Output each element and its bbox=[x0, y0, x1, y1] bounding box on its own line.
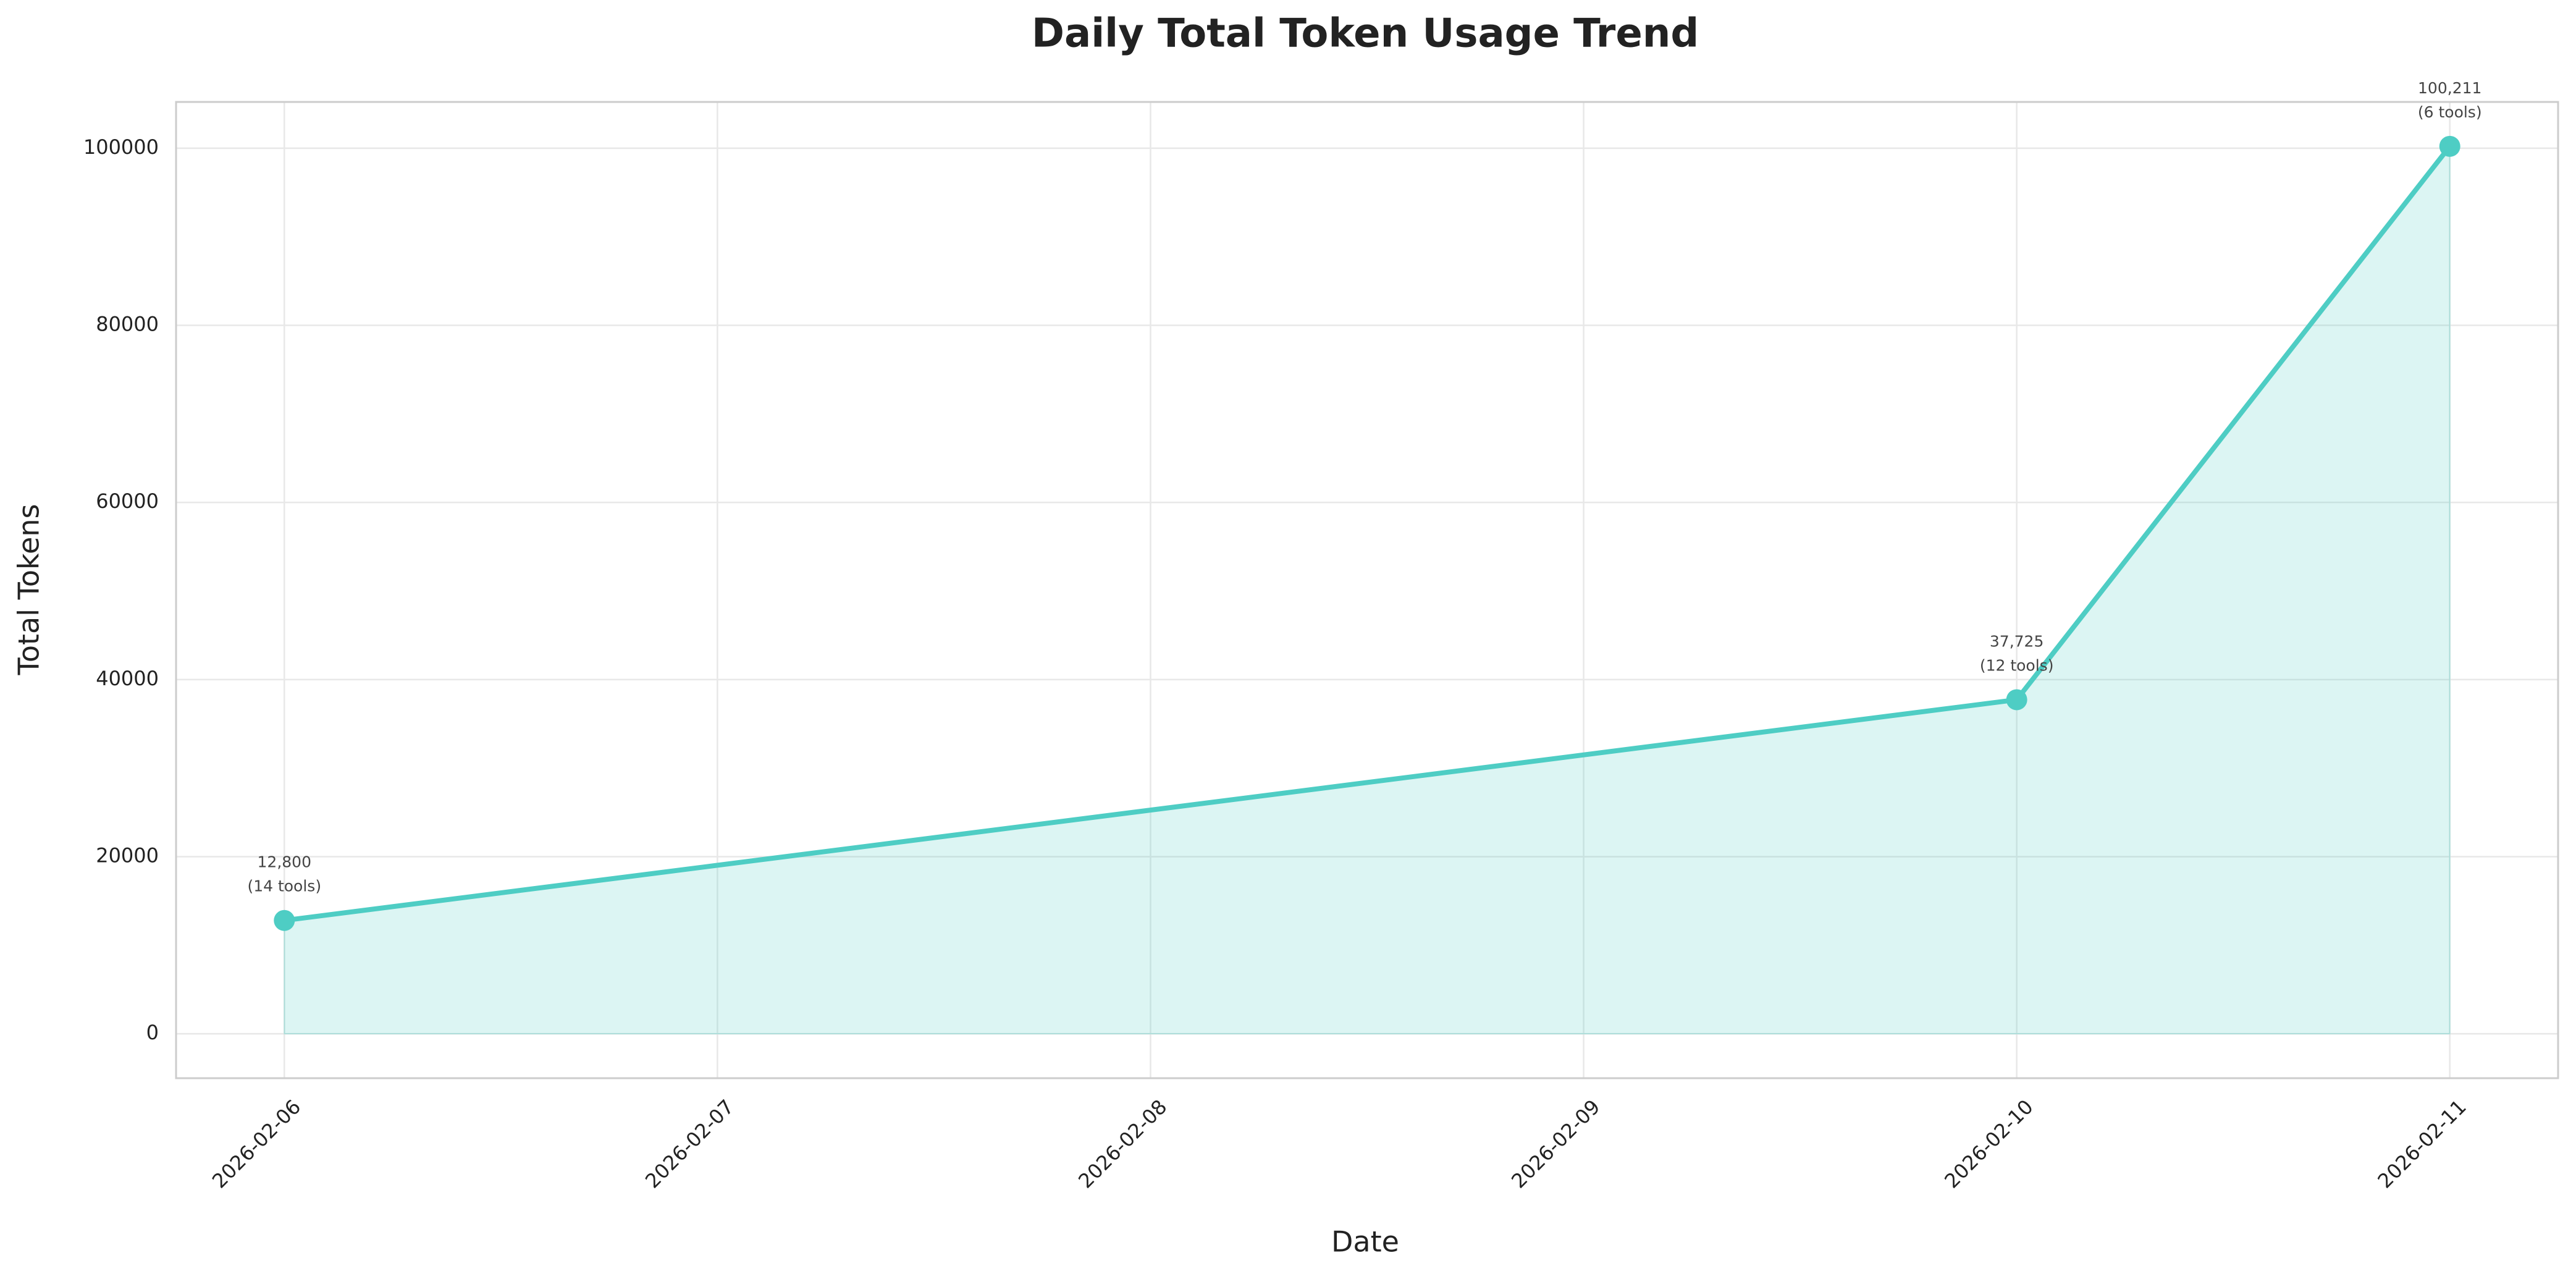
y-tick-label: 0 bbox=[146, 1021, 159, 1044]
tool-label: (6 tools) bbox=[2418, 103, 2482, 121]
tool-label: (12 tools) bbox=[1980, 656, 2054, 674]
plot-frame bbox=[175, 101, 2559, 1079]
y-axis-label: Total Tokens bbox=[12, 504, 46, 676]
chart-title: Daily Total Token Usage Trend bbox=[1032, 11, 1699, 57]
y-tick-label: 20000 bbox=[96, 844, 159, 867]
tool-label: (14 tools) bbox=[247, 877, 321, 895]
x-axis-label: Date bbox=[1331, 1225, 1399, 1259]
point bbox=[274, 910, 295, 931]
point bbox=[2006, 689, 2027, 711]
value-label: 37,725 bbox=[1990, 632, 2044, 650]
value-label: 100,211 bbox=[2418, 79, 2481, 97]
point bbox=[2439, 135, 2460, 157]
y-tick-label: 60000 bbox=[96, 489, 159, 513]
y-tick-label: 100000 bbox=[83, 135, 159, 159]
y-tick-label: 40000 bbox=[96, 667, 159, 690]
y-tick-label: 80000 bbox=[96, 313, 159, 336]
value-label: 12,800 bbox=[258, 853, 311, 871]
